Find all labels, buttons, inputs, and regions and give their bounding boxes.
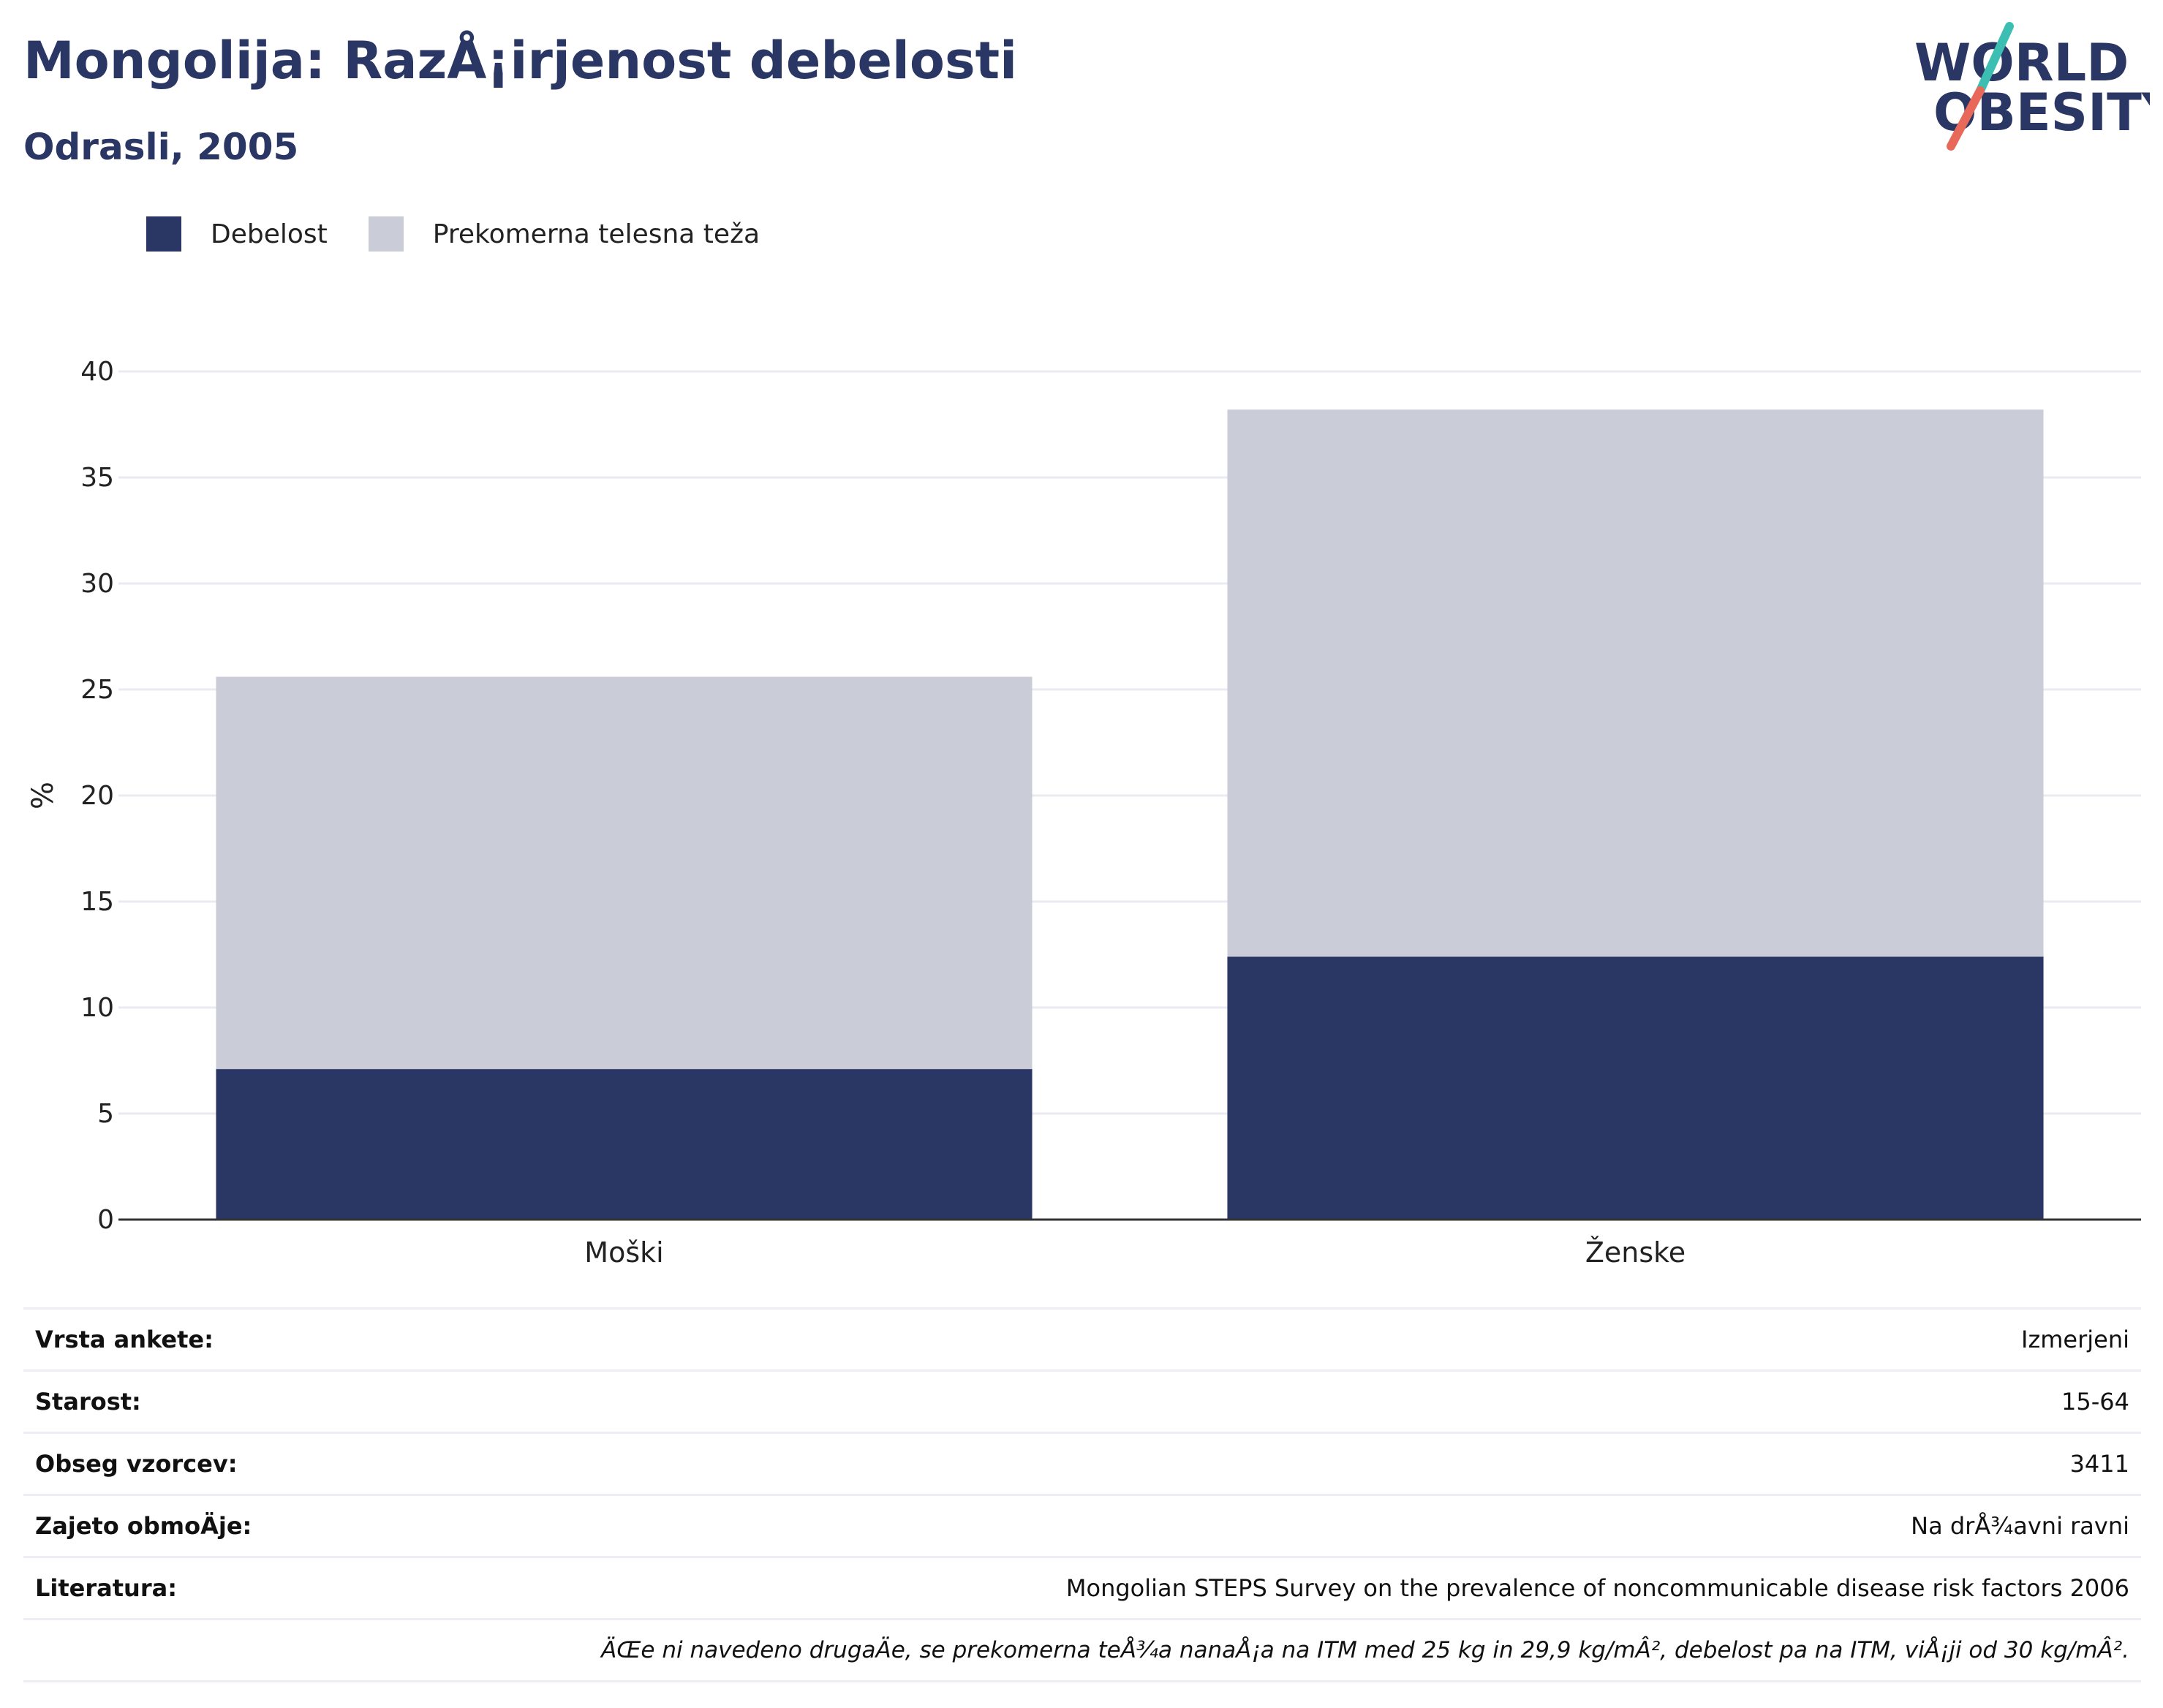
legend-label: Prekomerna telesna teža	[432, 219, 760, 249]
survey-info-table: Vrsta ankete: Izmerjeni Starost: 15-64 Obseg…	[23, 1307, 2141, 1682]
chart-title: Mongolija: RazÅ¡irjenost debelosti	[23, 31, 1018, 91]
legend-item-1: Debelost	[146, 216, 328, 252]
bar-debelost-2	[1227, 956, 2044, 1220]
info-row: Obseg vzorcev: 3411	[23, 1432, 2141, 1495]
info-label: Obseg vzorcev:	[23, 1432, 407, 1495]
legend-swatch	[146, 216, 181, 252]
legend-swatch	[368, 216, 404, 252]
y-tick-label: 35	[80, 463, 114, 493]
bar-debelost-1	[216, 1069, 1033, 1220]
y-tick-label: 40	[80, 357, 114, 387]
legend: Debelost Prekomerna telesna teža	[146, 216, 801, 252]
world-obesity-logo: WORLD OBESITY	[1914, 22, 2150, 151]
stacked-bar-chart: 0 5 10 15 20 25 30 35 40% Moški Ženske	[26, 357, 2141, 1269]
info-row: Literatura: Mongolian STEPS Survey on the…	[23, 1556, 2141, 1620]
logo-slash-top	[1976, 22, 2014, 95]
y-tick-label: 25	[80, 675, 114, 705]
y-tick-label: 15	[80, 887, 114, 917]
info-row: Vrsta ankete: Izmerjeni	[23, 1307, 2141, 1371]
info-label: Literatura:	[23, 1556, 407, 1620]
footnote: ÄŒe ni navedeno drugaÄe, se prekomerna t…	[23, 1618, 2141, 1682]
logo-slash-bottom	[1947, 86, 1985, 151]
info-row: Zajeto obmoÄje: Na drÅ¾avni ravni	[23, 1494, 2141, 1557]
info-label: Zajeto obmoÄje:	[23, 1494, 407, 1557]
logo-line-1: WORLD	[1914, 33, 2129, 93]
y-tick-label: 0	[97, 1205, 114, 1235]
legend-label: Debelost	[211, 219, 328, 249]
info-value: 15-64	[407, 1369, 2141, 1433]
chart-subtitle: Odrasli, 2005	[23, 126, 299, 168]
y-axis-label: %	[26, 782, 60, 809]
bar-prekomerna-2	[1227, 409, 2044, 957]
note-row: ÄŒe ni navedeno drugaÄe, se prekomerna t…	[23, 1618, 2141, 1682]
bar-prekomerna-1	[216, 676, 1033, 1070]
info-value: Na drÅ¾avni ravni	[407, 1494, 2141, 1557]
info-label: Vrsta ankete:	[23, 1307, 407, 1371]
info-value: 3411	[407, 1432, 2141, 1495]
x-tick-label: Moški	[584, 1236, 663, 1269]
x-tick-label: Ženske	[1585, 1236, 1686, 1269]
info-label: Starost:	[23, 1369, 407, 1433]
info-value: Izmerjeni	[407, 1307, 2141, 1371]
y-tick-label: 10	[80, 993, 114, 1023]
y-tick-label: 30	[80, 569, 114, 599]
y-tick-label: 20	[80, 781, 114, 811]
info-value: Mongolian STEPS Survey on the prevalence…	[407, 1556, 2141, 1620]
y-tick-label: 5	[97, 1099, 114, 1129]
legend-item-2: Prekomerna telesna teža	[368, 216, 760, 252]
info-row: Starost: 15-64	[23, 1369, 2141, 1433]
